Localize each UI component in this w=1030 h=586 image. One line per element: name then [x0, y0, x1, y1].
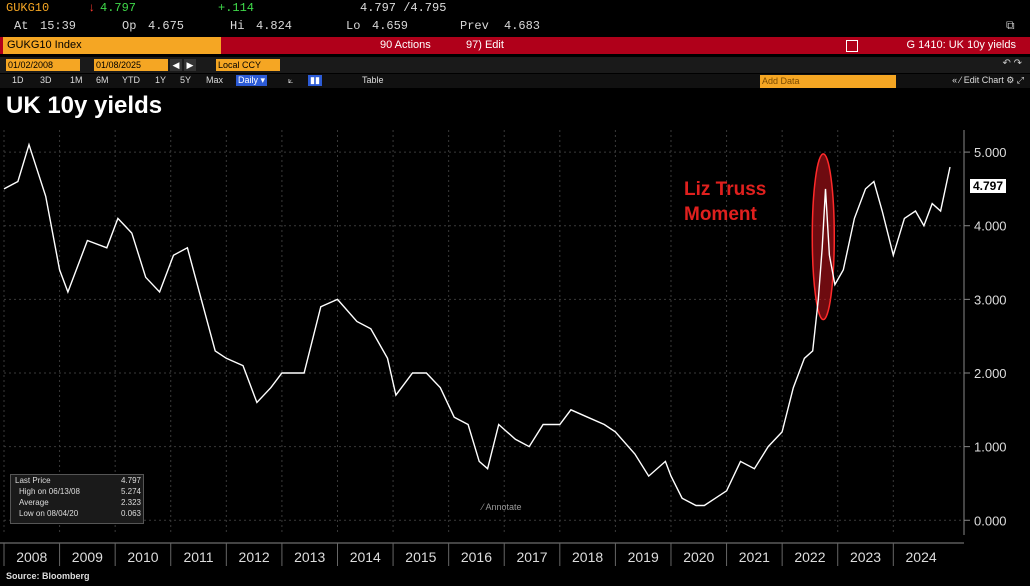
low-value: 4.659 — [372, 19, 409, 33]
legend-box: Last Price 4.797 High on 06/13/08 5.274 Av… — [10, 474, 144, 524]
command-bar: GUKG10 Index 90 Actions 97) Edit G 1410:… — [0, 37, 1030, 54]
high-value: 4.824 — [256, 19, 293, 33]
table-button[interactable]: Table — [362, 75, 384, 85]
x-tick-label: 2022 — [794, 549, 825, 565]
line-chart-icon[interactable]: ⟀ — [288, 75, 294, 85]
chart-title: UK 10y yields — [6, 92, 163, 119]
legend-low-value: 0.063 — [120, 509, 141, 518]
x-tick-label: 2010 — [127, 549, 158, 565]
x-tick-label: 2024 — [906, 549, 937, 565]
down-arrow-icon: ↓ — [88, 1, 96, 15]
security-field[interactable]: GUKG10 Index — [3, 37, 221, 54]
x-tick-label: 2008 — [16, 549, 47, 565]
currency-select[interactable]: Local CCY — [216, 59, 280, 71]
bar-chart-icon[interactable]: ▮▮ — [308, 75, 322, 86]
range-ytd[interactable]: YTD — [122, 75, 140, 85]
legend-last-label: Last Price — [15, 476, 51, 485]
x-tick-label: 2012 — [239, 549, 270, 565]
series-line — [3, 142, 951, 507]
net-change: +.114 — [218, 1, 255, 15]
x-tick-label: 2013 — [294, 549, 325, 565]
range-1d[interactable]: 1D — [12, 75, 24, 85]
range-max[interactable]: Max — [206, 75, 224, 85]
at-label: At — [14, 19, 29, 33]
annotation-line-1: Liz Truss — [684, 179, 766, 200]
range-bar: 1D 3D 1M 6M YTD 1Y 5Y Max Daily ▾ ⟀ ▮▮ T… — [0, 74, 1030, 88]
high-label: Hi — [230, 19, 245, 33]
y-axis: 5.000 4.000 3.000 2.000 1.000 0.000 — [963, 130, 1007, 535]
chart-tools: ↶ ↷ — [1002, 58, 1022, 69]
legend-last-value: 4.797 — [120, 476, 141, 485]
prev-period-button[interactable]: ◀ — [170, 59, 182, 71]
end-date-field[interactable]: 01/08/2025 — [94, 59, 168, 71]
x-tick-label: 2014 — [350, 549, 381, 565]
legend-last: Last Price 4.797 — [11, 475, 143, 486]
y-tick-label: 1.000 — [974, 440, 1007, 455]
start-date-field[interactable]: 01/02/2008 — [6, 59, 80, 71]
source-label: Source: Bloomberg — [6, 571, 90, 581]
x-tick-label: 2015 — [405, 549, 436, 565]
range-1m[interactable]: 1M — [70, 75, 83, 85]
bid-ask: 4.797 /4.795 — [360, 1, 447, 15]
range-1y[interactable]: 1Y — [155, 75, 167, 85]
ticker: GUKG10 — [6, 1, 50, 15]
x-tick-label: 2011 — [183, 549, 213, 565]
x-tick-label: 2018 — [572, 549, 603, 565]
page-title-label: G 1410: UK 10y yields — [906, 39, 1016, 51]
last-price: 4.797 — [100, 1, 137, 15]
x-axis: 2008 2009 2010 2011 2012 2013 2014 2015 2016 2017… — [0, 542, 964, 566]
grid-lines — [3, 130, 964, 535]
quote-header-row: GUKG10 ↓ 4.797 +.114 4.797 /4.795 — [0, 0, 1030, 18]
legend-high-label: High on 06/13/08 — [19, 487, 80, 496]
next-period-button[interactable]: ▶ — [184, 59, 196, 71]
last-price-tag: 4.797 — [970, 179, 1006, 193]
legend-high-value: 5.274 — [120, 487, 141, 496]
legend-average: Average 2.323 — [11, 497, 143, 508]
legend-high: High on 06/13/08 5.274 — [11, 486, 143, 497]
prev-value: 4.683 — [504, 19, 541, 33]
range-5y[interactable]: 5Y — [180, 75, 192, 85]
edit-chart-menu[interactable]: « ⁄ Edit Chart ⚙ ⤢ — [952, 75, 1024, 85]
y-tick-label: 3.000 — [974, 292, 1007, 307]
annotate-label: Annotate — [485, 502, 522, 512]
x-tick-label: 2016 — [461, 549, 492, 565]
x-tick-label: 2021 — [739, 549, 770, 565]
open-value: 4.675 — [148, 19, 185, 33]
range-3d[interactable]: 3D — [40, 75, 52, 85]
x-tick-label: 2009 — [72, 549, 103, 565]
y-tick-label: 4.000 — [974, 219, 1007, 234]
annotate-button[interactable]: ⁄ Annotate — [482, 502, 522, 512]
y-tick-label: 5.000 — [974, 145, 1007, 160]
x-tick-label: 2020 — [683, 549, 714, 565]
y-tick-label: 2.000 — [974, 366, 1007, 381]
annotation-line-2: Moment — [684, 204, 758, 225]
prev-label: Prev — [460, 19, 489, 33]
legend-low: Low on 08/04/20 0.063 — [11, 508, 143, 519]
frequency-label: Daily — [238, 75, 259, 85]
legend-average-value: 2.323 — [120, 498, 141, 507]
open-label: Op — [122, 19, 137, 33]
frequency-select[interactable]: Daily ▾ — [236, 75, 268, 86]
x-tick-label: 2023 — [850, 549, 881, 565]
external-link-icon[interactable] — [846, 40, 858, 52]
x-tick-label: 2017 — [516, 549, 547, 565]
low-label: Lo — [346, 19, 361, 33]
popout-icon[interactable]: ⧉ — [1006, 19, 1015, 33]
add-data-field[interactable]: Add Data — [760, 75, 896, 88]
y-tick-label: 0.000 — [974, 513, 1007, 528]
edit-menu[interactable]: 97) Edit — [466, 39, 504, 51]
edit-chart-label: Edit Chart — [963, 75, 1004, 85]
actions-menu[interactable]: 90 Actions — [380, 39, 431, 51]
legend-average-label: Average — [19, 498, 49, 507]
quote-time: 15:39 — [40, 19, 77, 33]
x-tick-label: 2019 — [628, 549, 659, 565]
quote-detail-row: At 15:39 Op 4.675 Hi 4.824 Lo 4.659 Prev… — [0, 18, 1030, 36]
date-range-bar: 01/02/2008 01/08/2025 ◀ ▶ Local CCY ↶ ↷ — [0, 57, 1030, 73]
legend-low-label: Low on 08/04/20 — [19, 509, 79, 518]
range-6m[interactable]: 6M — [96, 75, 109, 85]
